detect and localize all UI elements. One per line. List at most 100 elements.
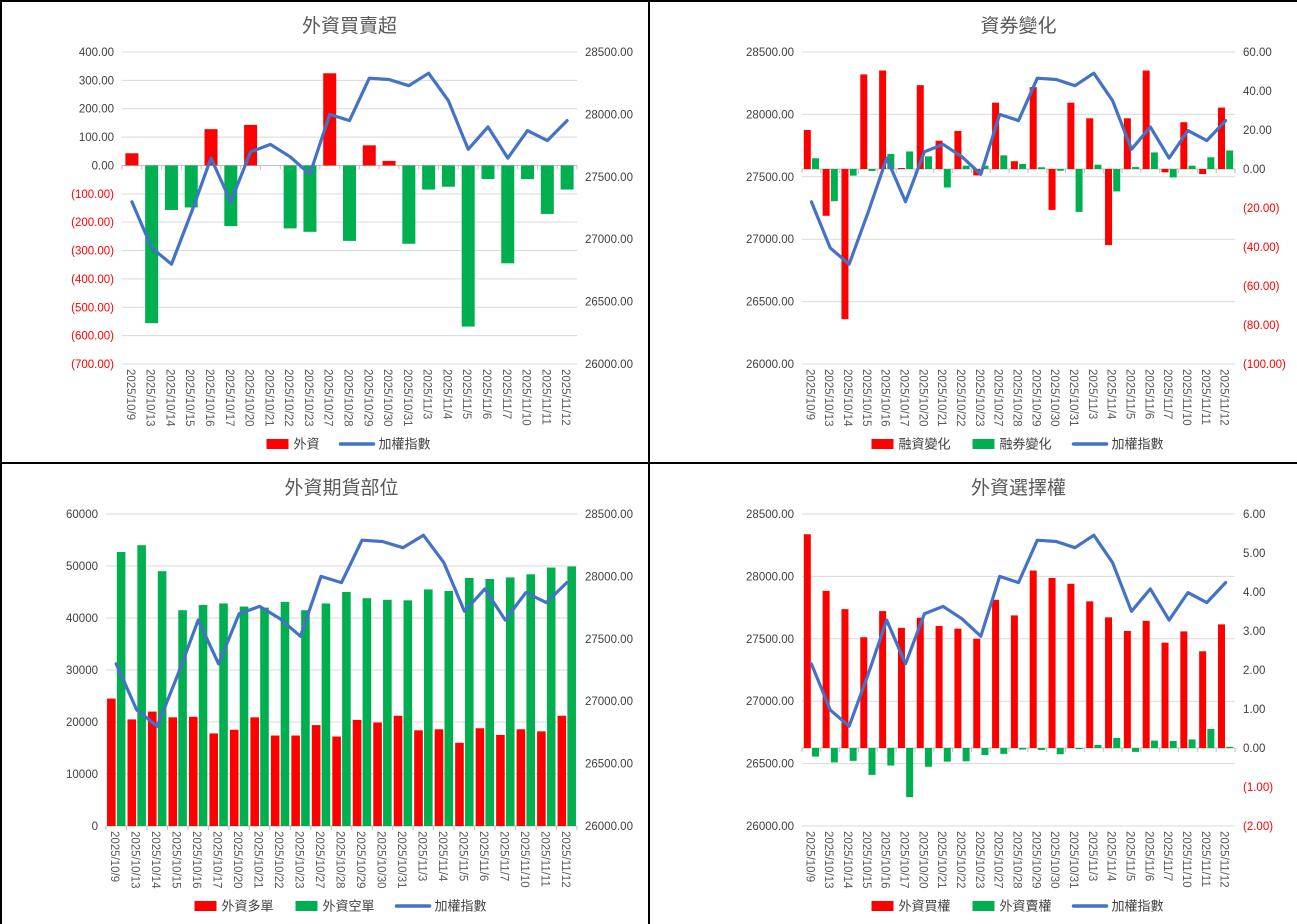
date-label: 2025/10/22 xyxy=(954,831,966,889)
right-axis-label: 26500.00 xyxy=(585,297,633,309)
legend-label: 加權指數 xyxy=(379,437,431,452)
bar-融資變化 xyxy=(879,70,887,169)
bar-外資賣權 xyxy=(868,748,876,775)
bar-外資空單 xyxy=(464,577,474,826)
date-label: 2025/10/30 xyxy=(1048,369,1060,427)
date-label: 2025/11/5 xyxy=(1123,369,1135,419)
bar-外資賣權 xyxy=(849,748,857,761)
left-axis-label: 20000 xyxy=(66,717,98,729)
bar-融券變化 xyxy=(887,153,895,169)
chart-title: 外資期貨部位 xyxy=(284,477,398,499)
bar-融券變化 xyxy=(1207,157,1215,169)
date-label: 2025/10/31 xyxy=(401,369,413,427)
date-label: 2025/11/11 xyxy=(1199,831,1211,887)
right-axis-label: 20.00 xyxy=(1243,125,1272,137)
date-label: 2025/10/17 xyxy=(223,369,235,427)
bar-融券變化 xyxy=(981,165,989,169)
date-label: 2025/10/28 xyxy=(1011,831,1023,889)
bar-外資買權 xyxy=(1029,570,1037,748)
left-axis-label: (600.00) xyxy=(71,331,114,343)
right-axis-label: 26000.00 xyxy=(585,821,633,833)
left-axis-label: 0.00 xyxy=(92,160,114,172)
bar-外資空單 xyxy=(424,589,433,826)
left-axis-label: 27500.00 xyxy=(746,172,794,184)
left-axis-label: 30000 xyxy=(66,665,98,677)
bar-外資多單 xyxy=(475,728,485,826)
bar-外資買權 xyxy=(1010,615,1018,748)
left-axis-label: 28500.00 xyxy=(746,47,794,59)
bar-外資賣權 xyxy=(1207,728,1215,748)
bar-融券變化 xyxy=(1150,152,1158,169)
left-axis-label: 200.00 xyxy=(79,104,114,116)
date-label: 2025/10/21 xyxy=(935,369,947,427)
bar-外資 xyxy=(224,165,238,227)
legend-label: 加權指數 xyxy=(435,899,487,914)
right-axis-label: 26500.00 xyxy=(585,759,633,771)
date-label: 2025/10/15 xyxy=(183,369,195,427)
legend-rect-swatch xyxy=(295,901,318,911)
bar-外資多單 xyxy=(537,731,546,826)
bar-融券變化 xyxy=(943,169,951,188)
left-axis-label: 28000.00 xyxy=(746,571,794,583)
right-axis-label: 27000.00 xyxy=(585,696,633,708)
left-axis-label: 26000.00 xyxy=(746,821,794,833)
date-label: 2025/10/22 xyxy=(954,369,966,427)
bar-融資變化 xyxy=(1142,70,1150,169)
bar-外資多單 xyxy=(229,729,239,826)
right-axis-label: 0.00 xyxy=(1243,164,1265,176)
bar-融券變化 xyxy=(868,169,876,171)
date-label: 2025/11/11 xyxy=(538,831,550,887)
date-label: 2025/10/28 xyxy=(334,831,346,889)
right-axis-label: 60.00 xyxy=(1243,47,1272,59)
right-axis-label: 28500.00 xyxy=(585,509,633,521)
date-label: 2025/10/28 xyxy=(1011,369,1023,427)
bar-外資賣權 xyxy=(1169,740,1177,748)
bar-融券變化 xyxy=(1056,169,1064,171)
legend-label: 外資買權 xyxy=(899,899,951,914)
bar-外資空單 xyxy=(505,577,515,826)
right-axis-label: 4.00 xyxy=(1243,587,1265,599)
date-label: 2025/10/9 xyxy=(803,369,815,420)
legend-rect-swatch xyxy=(194,901,217,911)
bar-外資 xyxy=(303,165,317,232)
date-label: 2025/10/23 xyxy=(973,831,985,889)
date-label: 2025/10/23 xyxy=(973,369,985,427)
date-label: 2025/10/13 xyxy=(129,831,141,889)
bar-融券變化 xyxy=(1037,167,1045,169)
bar-融券變化 xyxy=(1169,169,1177,178)
date-label: 2025/10/29 xyxy=(354,831,366,889)
bar-外資多單 xyxy=(434,729,444,826)
date-label: 2025/10/13 xyxy=(144,369,156,427)
chart-foreign-futures: 0 10000 20000 30000 40000 50000 60000 26000.00 2… xyxy=(66,477,633,914)
chart-title: 外資選擇權 xyxy=(971,477,1066,499)
bar-外資空單 xyxy=(178,610,187,826)
right-axis-label: 3.00 xyxy=(1243,626,1265,638)
bar-外資空單 xyxy=(321,603,331,826)
chart-title: 資券變化 xyxy=(980,15,1056,37)
bar-外資賣權 xyxy=(1075,748,1083,750)
bar-外資多單 xyxy=(311,725,321,826)
date-label: 2025/10/21 xyxy=(252,831,264,889)
date-label: 2025/10/20 xyxy=(231,831,243,889)
chart-panel-margin-changes: 26000.00 26500.00 27000.00 27500.00 28000.00… xyxy=(650,2,1297,462)
bar-融資變化 xyxy=(1010,161,1018,169)
date-label: 2025/10/27 xyxy=(992,369,1004,427)
left-axis-label: 27000.00 xyxy=(746,696,794,708)
date-label: 2025/10/30 xyxy=(374,831,386,889)
bar-融券變化 xyxy=(1132,167,1140,169)
left-axis-label: 28000.00 xyxy=(746,109,794,121)
bar-外資賣權 xyxy=(1226,746,1234,748)
date-label: 2025/10/17 xyxy=(898,369,910,427)
bar-外資買權 xyxy=(954,628,962,748)
right-axis-label: (20.00) xyxy=(1243,203,1280,215)
bar-融券變化 xyxy=(1019,163,1027,169)
legend-rect-swatch xyxy=(871,439,894,449)
date-label: 2025/10/9 xyxy=(108,831,120,882)
legend-label: 加權指數 xyxy=(1112,899,1164,914)
legend-rect-swatch xyxy=(972,439,995,449)
bar-外資賣權 xyxy=(887,748,895,766)
bar-外資買權 xyxy=(1180,631,1188,748)
left-axis-label: 300.00 xyxy=(79,75,114,87)
line-加權指數 xyxy=(809,71,1228,266)
date-label: 2025/10/22 xyxy=(282,369,294,427)
